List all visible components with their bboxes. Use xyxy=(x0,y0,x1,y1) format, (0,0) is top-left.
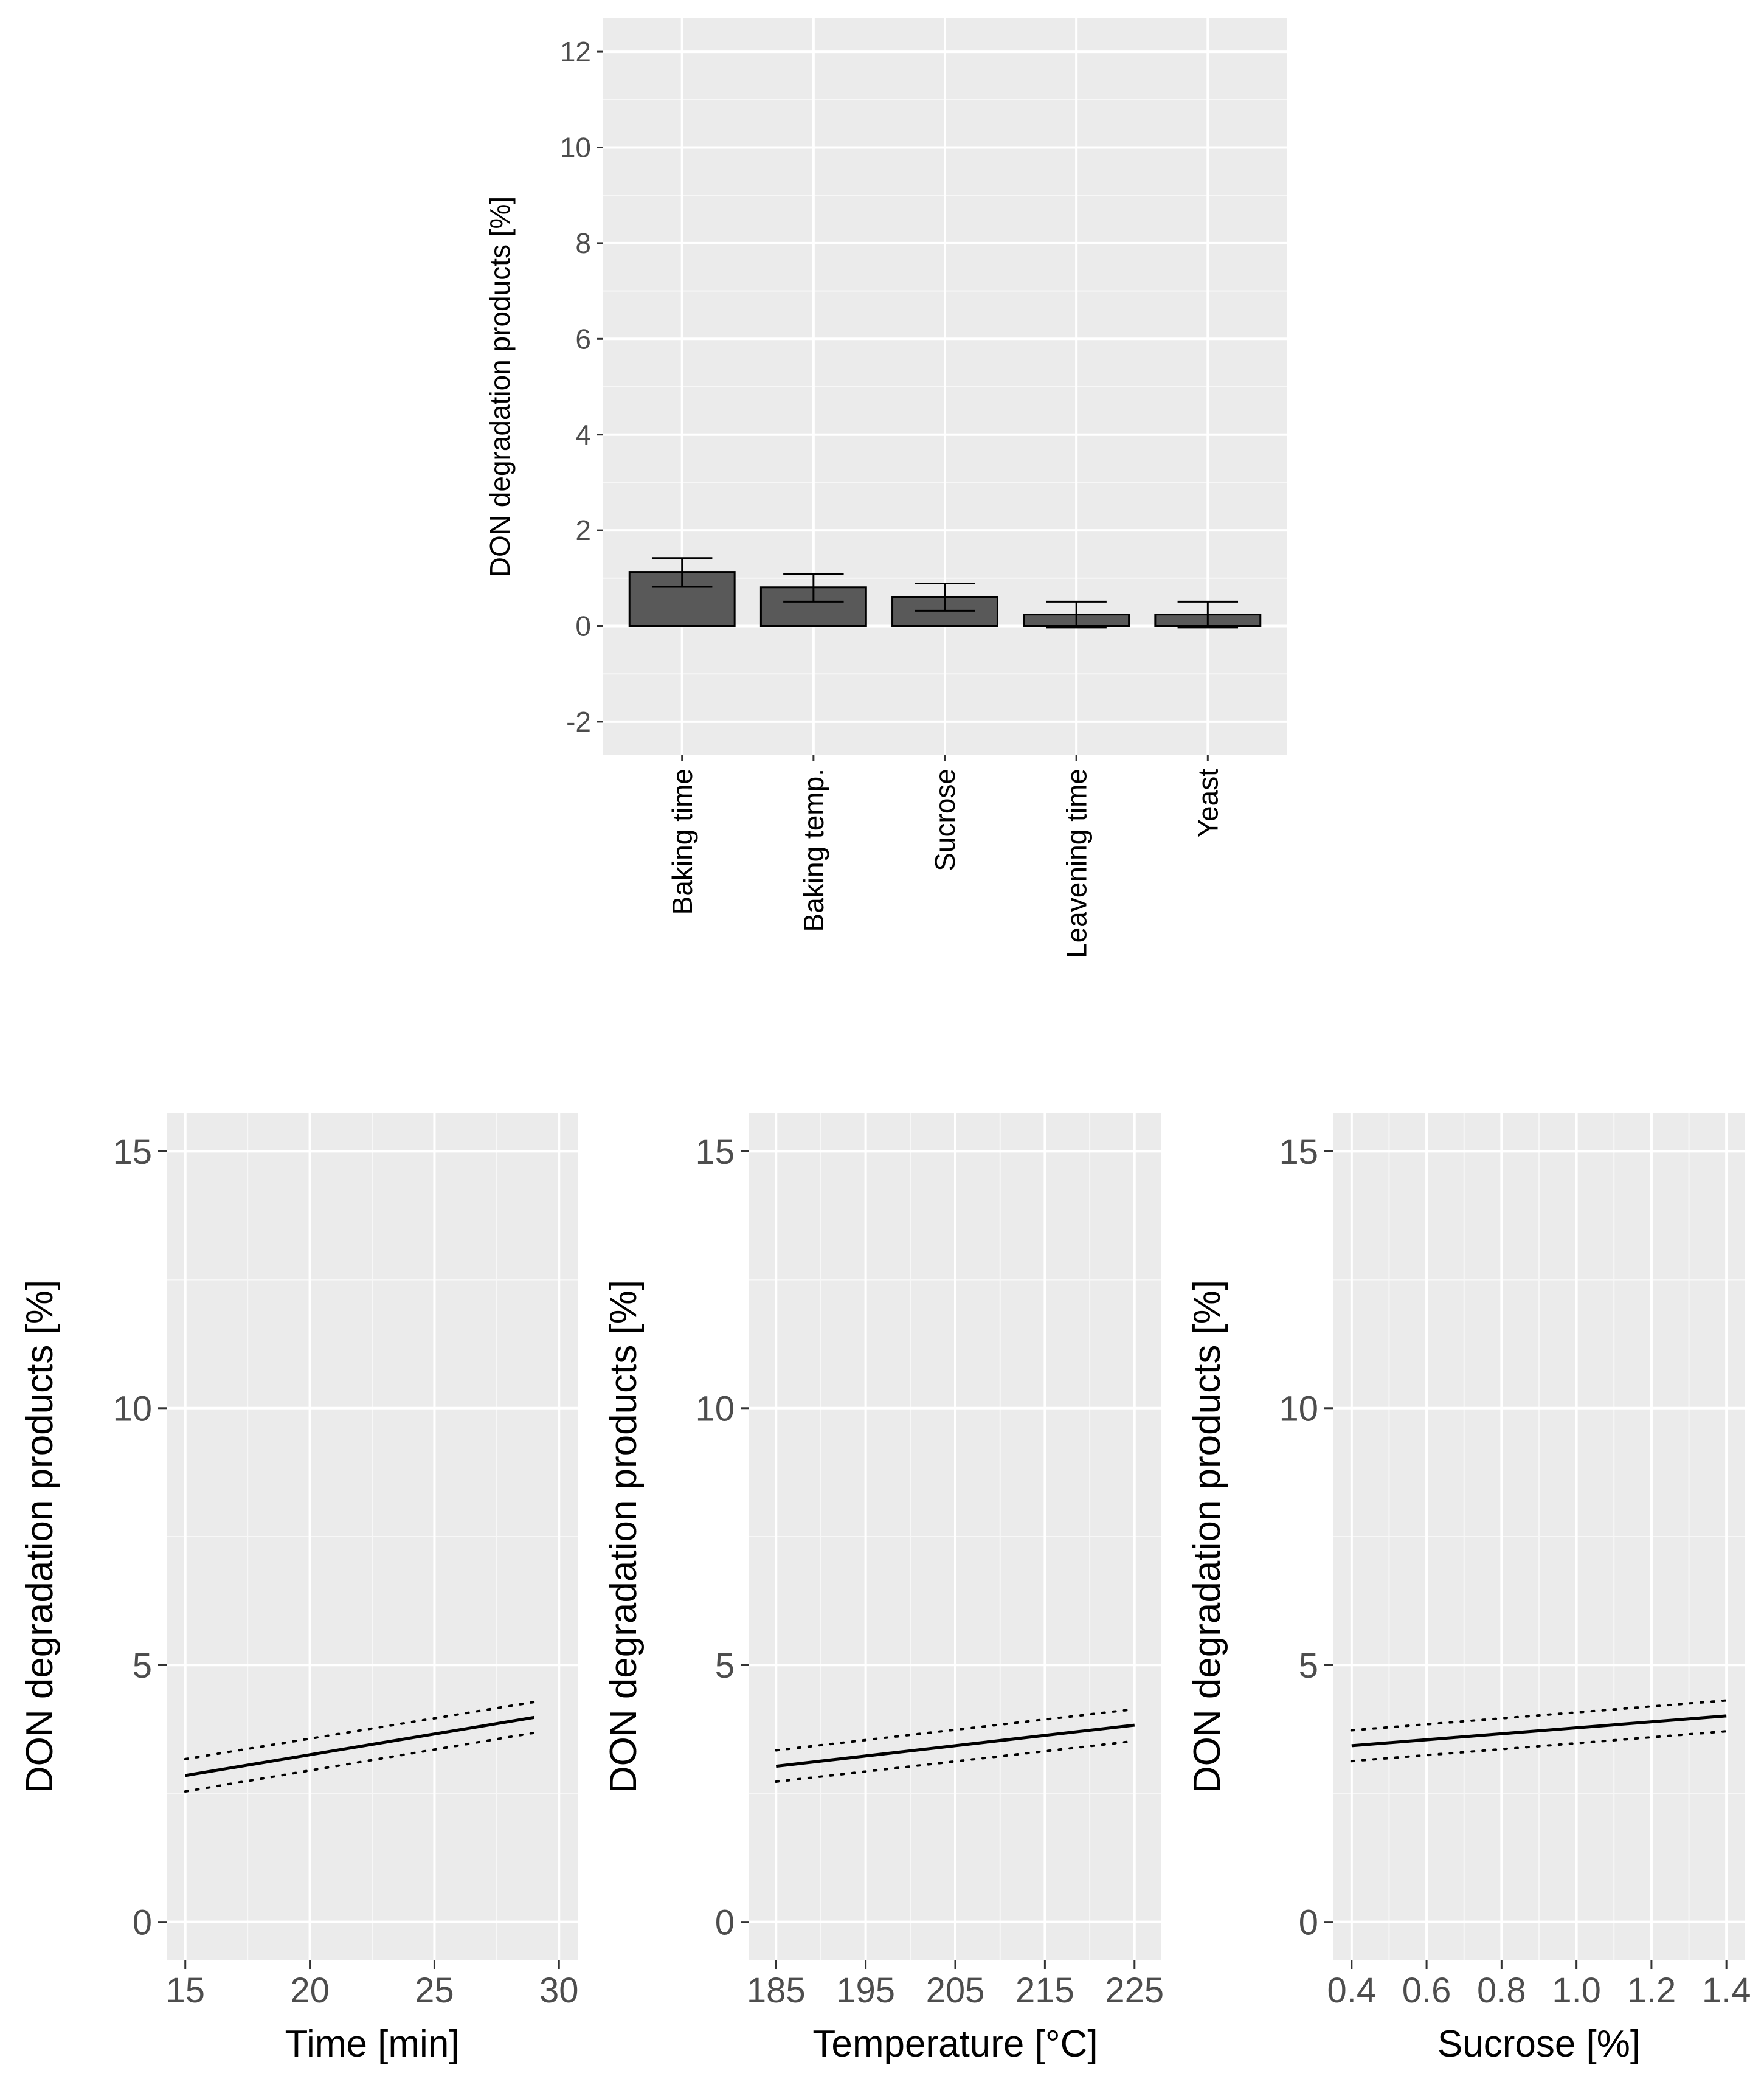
chart-panel-2: 0 5 10 15 15 20 25 30 Time [min] DON degradation … xyxy=(19,1113,579,2065)
y-tick-label: 0 xyxy=(1299,1903,1318,1943)
x-tick-label: 1.2 xyxy=(1627,1971,1676,2010)
y-tick-label: 15 xyxy=(112,1132,152,1172)
error-bar xyxy=(1177,600,1239,629)
y-tick-label: 0 xyxy=(575,611,591,642)
x-category-label: Baking time xyxy=(666,769,698,915)
x-tick-label: 0.6 xyxy=(1402,1971,1451,2010)
x-tick-label: 15 xyxy=(165,1971,205,2010)
fit-line xyxy=(775,1723,1135,1768)
chart-panel-1: -2 0 2 4 6 8 10 12 Baking time Baking temp. Sucros… xyxy=(484,18,1287,958)
y-tick-label: 5 xyxy=(133,1646,152,1686)
chart-panel-4: 0 5 10 15 0.4 0.6 0.8 1.0 1.2 1.4 Sucrose [%] DON d… xyxy=(1186,1113,1751,2065)
x-category-label: Sucrose xyxy=(929,769,961,871)
y-tick-label: 10 xyxy=(1279,1389,1318,1429)
y-tick-label: 5 xyxy=(715,1646,735,1686)
x-tick-label: 0.8 xyxy=(1477,1971,1526,2010)
y-tick-label: 10 xyxy=(112,1389,152,1429)
x-category-label: Yeast xyxy=(1192,769,1223,838)
y-tick-label: 8 xyxy=(575,227,591,259)
x-tick-label: 225 xyxy=(1105,1971,1164,2010)
confidence-band-lower xyxy=(184,1731,536,1793)
x-tick-label: 0.4 xyxy=(1327,1971,1376,2010)
x-axis-title: Time [min] xyxy=(285,2023,459,2065)
y-axis-title: DON degradation products [%] xyxy=(19,1280,61,1793)
x-tick-label: 1.4 xyxy=(1702,1971,1751,2010)
fit-line xyxy=(1351,1714,1727,1748)
x-category-label: Leavening time xyxy=(1060,769,1092,958)
y-tick-label: 15 xyxy=(1279,1132,1318,1172)
y-tick-label: 0 xyxy=(133,1903,152,1943)
x-tick-label: 1.0 xyxy=(1552,1971,1601,2010)
x-axis-title: Temperature [°C] xyxy=(812,2023,1098,2065)
y-tick-label: 10 xyxy=(560,132,591,164)
y-axis-title: DON degradation products [%] xyxy=(603,1280,645,1793)
x-category-label: Baking temp. xyxy=(798,769,829,932)
x-tick-label: 185 xyxy=(747,1971,806,2010)
error-bar xyxy=(783,573,844,603)
y-tick-label: 2 xyxy=(575,514,591,546)
y-tick-label: 10 xyxy=(695,1389,735,1429)
y-tick-label: 5 xyxy=(1299,1646,1318,1686)
error-bar xyxy=(651,557,713,588)
x-tick-label: 20 xyxy=(290,1971,330,2010)
error-bar xyxy=(1046,600,1107,629)
x-tick-label: 195 xyxy=(836,1971,895,2010)
y-tick-label: 4 xyxy=(575,419,591,451)
x-axis-title: Sucrose [%] xyxy=(1437,2023,1641,2065)
x-tick-label: 30 xyxy=(539,1971,579,2010)
y-tick-label: 15 xyxy=(695,1132,735,1172)
y-tick-label: -2 xyxy=(566,706,591,738)
confidence-band-upper xyxy=(1350,1699,1728,1732)
fit-line xyxy=(185,1715,534,1777)
y-tick-label: 6 xyxy=(575,323,591,355)
y-tick-label: 0 xyxy=(715,1903,735,1943)
confidence-band-lower xyxy=(1350,1730,1728,1763)
confidence-band-upper xyxy=(184,1701,536,1760)
y-axis-title: DON degradation products [%] xyxy=(484,196,516,577)
x-tick-label: 205 xyxy=(926,1971,985,2010)
x-tick-label: 25 xyxy=(415,1971,454,2010)
y-tick-label: 12 xyxy=(560,36,591,67)
y-axis-title: DON degradation products [%] xyxy=(1186,1280,1228,1793)
error-bar xyxy=(915,582,975,612)
x-tick-label: 215 xyxy=(1015,1971,1074,2010)
